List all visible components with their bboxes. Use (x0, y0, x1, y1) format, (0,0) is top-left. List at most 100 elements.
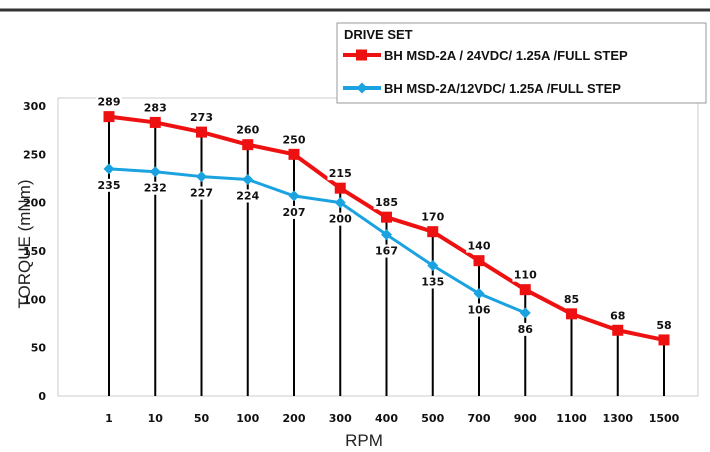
data-point (334, 197, 346, 209)
data-point (196, 126, 207, 138)
data-label-bg (466, 239, 492, 253)
data-label-bg (327, 212, 354, 226)
data-label: 207 (283, 206, 306, 219)
data-label-bg (142, 101, 169, 115)
data-label-bg (234, 123, 261, 137)
data-label: 86 (518, 323, 534, 336)
data-label: 110 (514, 269, 537, 282)
data-label-bg (234, 189, 261, 203)
x-tick-label: 100 (236, 412, 259, 425)
data-point (381, 229, 392, 241)
data-label: 106 (468, 304, 491, 317)
data-label-bg (419, 275, 446, 289)
x-tick-label: 50 (194, 412, 210, 425)
data-label-bg (96, 95, 122, 109)
y-tick-label: 300 (23, 100, 46, 113)
data-label-bg (654, 318, 674, 332)
legend-label: BH MSD-2A / 24VDC/ 1.25A /FULL STEP (384, 48, 628, 63)
data-point (196, 171, 207, 183)
x-tick-label: 1 (105, 412, 113, 425)
data-label: 215 (329, 167, 352, 180)
data-label-bg (327, 167, 354, 181)
x-axis: 1 10 50 100 200 300 400 500 700 900 1100 1300 1500 (105, 412, 679, 425)
data-label: 227 (190, 187, 213, 200)
data-label-bg (419, 210, 446, 224)
y-tick-label: 250 (23, 148, 46, 161)
data-label: 68 (610, 309, 625, 322)
data-label: 232 (144, 182, 167, 195)
x-tick-label: 500 (421, 412, 444, 425)
legend-box (336, 22, 707, 104)
data-point (149, 166, 161, 178)
legend: DRIVE SET BH MSD-2A / 24VDC/ 1.25A /FULL… (336, 22, 707, 104)
data-point (288, 148, 300, 160)
data-point (612, 324, 624, 336)
data-label-bg (562, 292, 581, 306)
data-label-bg (281, 205, 307, 219)
data-label-bg (373, 196, 400, 210)
x-tick-label: 200 (283, 412, 306, 425)
data-label: 283 (144, 101, 167, 114)
x-tick-label: 1500 (649, 412, 680, 425)
x-tick-label: 10 (148, 412, 164, 425)
series-line (108, 167, 526, 315)
data-point (427, 260, 439, 271)
x-tick-label: 1300 (602, 412, 633, 425)
data-label-bg (142, 181, 169, 195)
data-label: 200 (329, 213, 352, 226)
data-label: 185 (375, 196, 398, 209)
data-label: 170 (421, 211, 444, 224)
data-label: 250 (283, 133, 306, 146)
data-point (242, 139, 254, 151)
data-label-bg (608, 309, 627, 323)
data-label-bg (373, 244, 400, 258)
legend-label: BH MSD-2A/12VDC/ 1.25A /FULL STEP (384, 81, 621, 96)
data-point (149, 116, 161, 128)
data-point (519, 284, 531, 296)
data-label-bg (96, 178, 122, 192)
data-label: 85 (564, 293, 579, 306)
data-label-bg (281, 133, 307, 147)
data-label: 224 (236, 189, 259, 202)
data-point (566, 308, 577, 320)
data-label-bg (466, 303, 492, 317)
data-point (242, 173, 254, 185)
x-tick-label: 700 (468, 412, 491, 425)
data-point (334, 182, 346, 194)
data-point (103, 163, 115, 175)
legend-title: DRIVE SET (344, 27, 413, 42)
data-point (519, 307, 531, 319)
data-label: 289 (98, 96, 121, 109)
data-point (658, 334, 670, 346)
data-point (288, 190, 300, 202)
data-label: 273 (190, 111, 213, 124)
data-point (427, 226, 439, 238)
data-label: 260 (236, 124, 259, 137)
data-point (381, 211, 392, 223)
data-point (103, 111, 115, 123)
data-labels: 235 232 227 224 207 200 167 135 106 86 289 283 273 26… (96, 95, 674, 336)
y-axis-title: TORQUE (mNm) (15, 179, 34, 308)
data-point (473, 288, 485, 300)
data-label: 140 (468, 240, 491, 253)
data-point (473, 255, 485, 267)
data-label: 58 (656, 319, 671, 332)
y-tick-label: 100 (23, 293, 46, 306)
data-label: 167 (375, 245, 398, 258)
series-layer (103, 111, 670, 346)
y-tick-label: 50 (31, 342, 47, 355)
data-label-bg (512, 268, 539, 282)
legend-marker (356, 49, 367, 61)
legend-items: BH MSD-2A / 24VDC/ 1.25A /FULL STEP BH MS… (343, 48, 628, 96)
data-label: 135 (421, 276, 444, 289)
y-tick-label: 200 (23, 197, 46, 210)
x-tick-label: 900 (514, 412, 537, 425)
data-label: 235 (98, 179, 121, 192)
legend-marker (356, 82, 368, 94)
x-axis-title: RPM (345, 431, 383, 450)
data-label-bg (516, 322, 535, 336)
data-label-bg (188, 186, 215, 200)
y-tick-label: 150 (23, 245, 46, 258)
y-tick-label: 0 (38, 390, 46, 403)
